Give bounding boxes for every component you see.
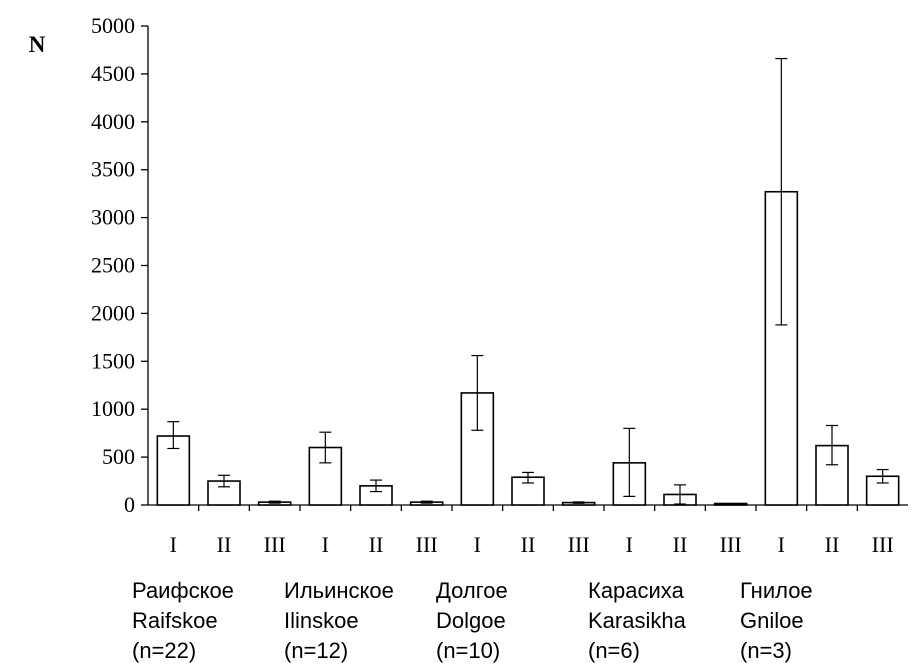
group-label-ru: Долгое: [436, 578, 508, 603]
x-category-label: I: [474, 532, 481, 557]
y-tick-label: 1500: [91, 348, 135, 373]
y-axis-label: N: [29, 32, 46, 57]
group-label-ru: Ильинское: [284, 578, 394, 603]
group-label-ru: Гнилое: [740, 578, 813, 603]
y-tick-label: 2000: [91, 300, 135, 325]
group-label-n: (n=10): [436, 638, 500, 663]
group-label-ru: Карасиха: [588, 578, 685, 603]
group-label-n: (n=6): [588, 638, 640, 663]
y-tick-label: 2500: [91, 253, 135, 278]
y-tick-label: 3500: [91, 157, 135, 182]
x-category-label: II: [369, 532, 384, 557]
x-category-label: II: [217, 532, 232, 557]
y-tick-label: 5000: [91, 13, 135, 38]
y-tick-label: 500: [102, 444, 135, 469]
group-label-en: Dolgoe: [436, 608, 506, 633]
group-label-n: (n=12): [284, 638, 348, 663]
y-tick-label: 0: [124, 492, 135, 517]
x-category-label: I: [626, 532, 633, 557]
y-tick-label: 4500: [91, 61, 135, 86]
x-category-label: II: [673, 532, 688, 557]
x-category-label: III: [416, 532, 438, 557]
x-category-label: III: [264, 532, 286, 557]
group-label-en: Karasikha: [588, 608, 687, 633]
y-tick-label: 4000: [91, 109, 135, 134]
y-tick-label: 3000: [91, 205, 135, 230]
x-category-label: I: [778, 532, 785, 557]
x-category-label: III: [720, 532, 742, 557]
x-category-label: II: [825, 532, 840, 557]
error-bars: [167, 57, 889, 506]
group-label-n: (n=22): [132, 638, 196, 663]
group-label-ru: Раифское: [132, 578, 234, 603]
group-label-en: Raifskoe: [132, 608, 218, 633]
labels: 0 500 1000 1500 2000 2500 3000 3500 4000 4500 5000…: [29, 13, 894, 663]
bars: [156, 190, 900, 506]
x-category-label: I: [170, 532, 177, 557]
group-label-en: Ilinskoe: [284, 608, 359, 633]
y-tick-label: 1000: [91, 396, 135, 421]
x-category-label: III: [872, 532, 894, 557]
x-category-label: III: [568, 532, 590, 557]
x-category-label: I: [322, 532, 329, 557]
group-label-n: (n=3): [740, 638, 792, 663]
x-category-label: II: [521, 532, 536, 557]
group-label-en: Gniloe: [740, 608, 804, 633]
